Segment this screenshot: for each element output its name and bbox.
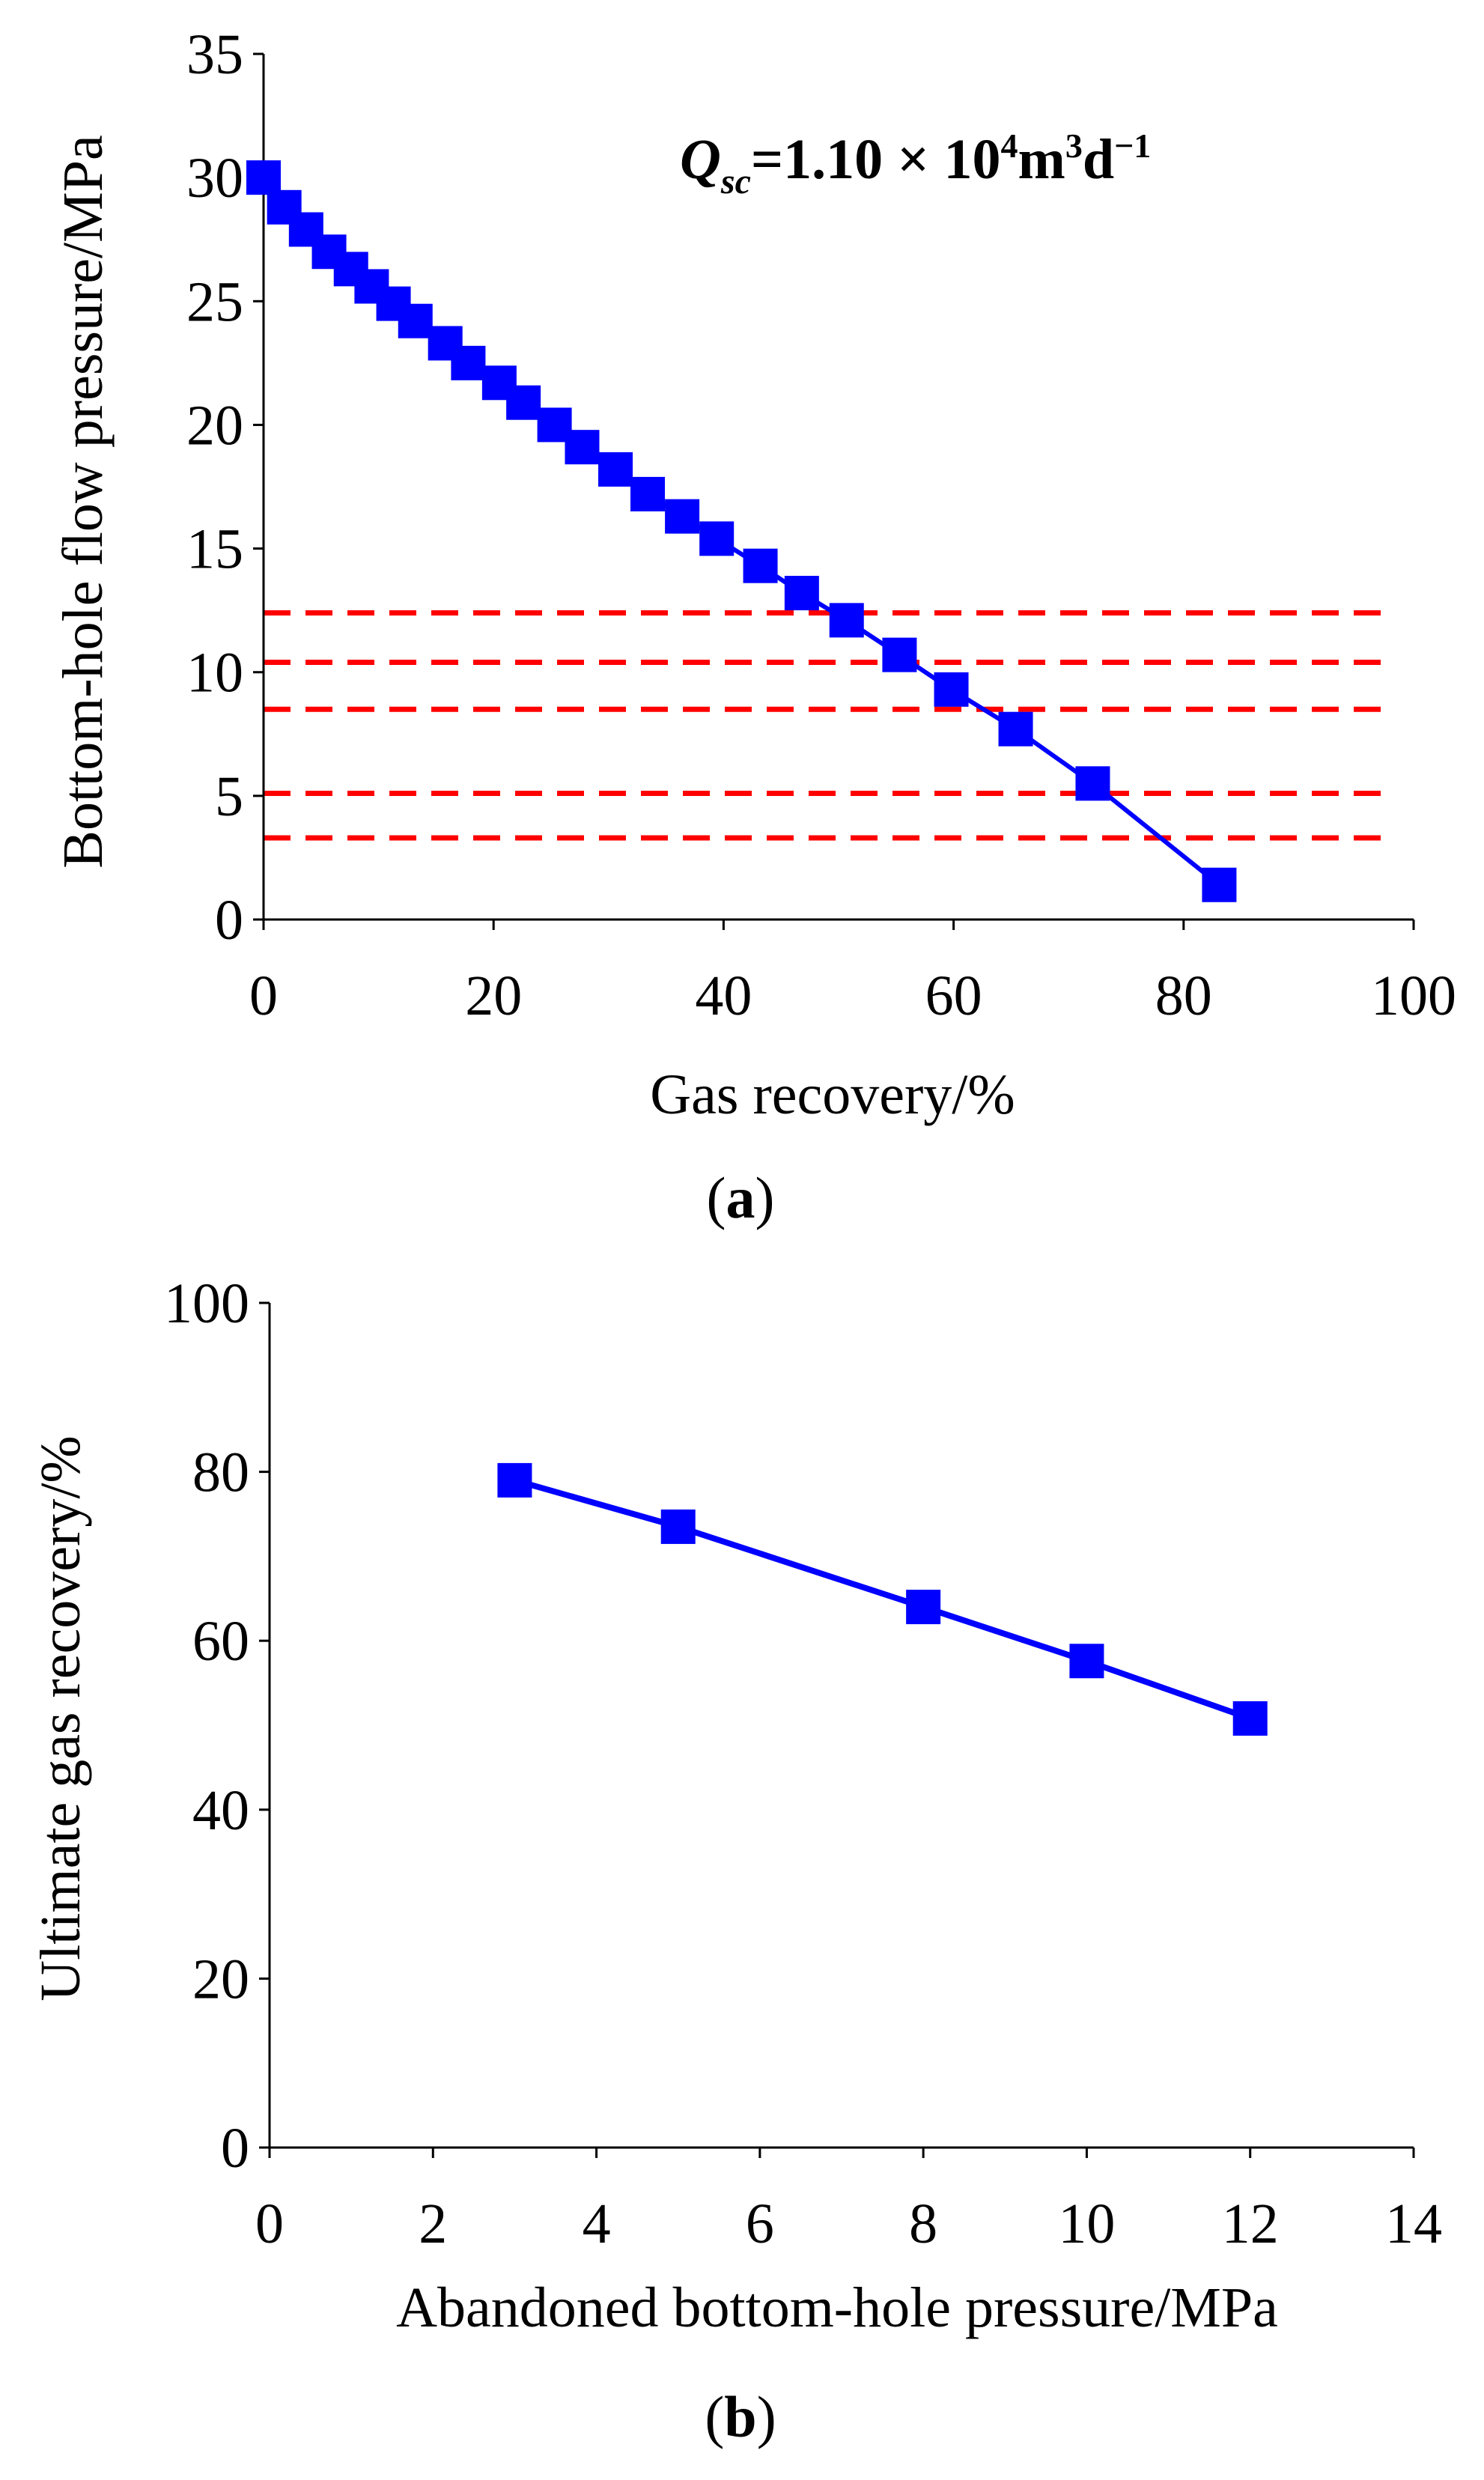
data-point-marker xyxy=(665,499,700,534)
axes xyxy=(259,1301,1415,2158)
y-tick-labels: 0 5 10 15 20 25 30 35 xyxy=(186,23,243,952)
x-tick-label: 100 xyxy=(1371,964,1456,1027)
data-point-marker xyxy=(906,1590,941,1625)
y-axis-label: Bottom-hole flow pressure/MPa xyxy=(52,135,115,868)
x-axis-label: Abandoned bottom-hole pressure/MPa xyxy=(396,2276,1278,2339)
data-point-marker xyxy=(660,1509,696,1544)
data-point-marker xyxy=(451,345,486,380)
x-tick-label: 6 xyxy=(746,2192,774,2255)
axes xyxy=(253,52,1415,930)
x-tick-label: 20 xyxy=(465,964,522,1027)
x-tick-label: 0 xyxy=(249,964,278,1027)
x-tick-labels: 0 20 40 60 80 100 xyxy=(249,964,1456,1027)
x-tick-label: 10 xyxy=(1058,2192,1115,2255)
x-tick-label: 14 xyxy=(1385,2192,1442,2255)
y-tick-label: 80 xyxy=(192,1441,249,1504)
data-series xyxy=(497,1462,1268,1736)
y-tick-label: 0 xyxy=(221,2117,249,2180)
x-tick-label: 0 xyxy=(255,2192,284,2255)
data-point-marker xyxy=(506,385,541,420)
panel-caption-a: (a) xyxy=(707,1165,775,1230)
data-point-marker xyxy=(699,521,735,556)
data-point-marker xyxy=(998,711,1033,747)
y-tick-label: 35 xyxy=(186,23,243,86)
data-point-marker xyxy=(1069,1644,1104,1679)
data-point-marker xyxy=(829,603,864,638)
data-point-marker xyxy=(934,672,969,707)
data-point-marker xyxy=(497,1462,532,1498)
data-point-marker xyxy=(1232,1701,1268,1736)
data-point-marker xyxy=(598,452,633,487)
y-tick-label: 0 xyxy=(215,889,243,952)
x-tick-labels: 0 2 4 6 8 10 12 14 xyxy=(255,2192,1442,2255)
y-tick-label: 20 xyxy=(192,1948,249,2011)
data-point-marker xyxy=(565,430,600,465)
x-axis-label: Gas recovery/% xyxy=(650,1063,1015,1126)
panel-caption-b: (b) xyxy=(705,2384,776,2449)
x-tick-label: 60 xyxy=(925,964,982,1027)
data-point-marker xyxy=(246,160,281,195)
x-tick-label: 2 xyxy=(419,2192,447,2255)
data-point-marker xyxy=(882,637,917,672)
x-tick-label: 80 xyxy=(1155,964,1212,1027)
y-tick-label: 20 xyxy=(186,394,243,457)
data-point-marker xyxy=(398,303,433,338)
data-point-marker xyxy=(630,476,666,511)
y-tick-label: 25 xyxy=(186,270,243,333)
x-tick-label: 8 xyxy=(909,2192,937,2255)
data-point-marker xyxy=(743,548,778,583)
x-tick-label: 4 xyxy=(583,2192,611,2255)
y-tick-label: 10 xyxy=(186,642,243,705)
x-tick-label: 40 xyxy=(695,964,752,1027)
y-axis-label: Ultimate gas recovery/% xyxy=(29,1435,92,2001)
y-tick-label: 15 xyxy=(186,518,243,581)
series-line xyxy=(514,1477,1252,1721)
chart-panel-a: 0 20 40 60 80 100 0 5 10 15 20 25 30 35 Gas recovery… xyxy=(52,23,1456,1230)
y-tick-label: 60 xyxy=(192,1610,249,1673)
chart-panel-b: 0 2 4 6 8 10 12 14 0 20 40 60 80 100 Abandoned botto… xyxy=(29,1272,1442,2449)
data-point-marker xyxy=(1202,867,1237,902)
data-point-marker xyxy=(784,576,819,611)
y-tick-label: 30 xyxy=(186,147,243,210)
y-tick-label: 5 xyxy=(215,765,243,828)
y-tick-label: 40 xyxy=(192,1779,249,1842)
flow-rate-annotation: Qsc=1.10 × 104m3d−1 xyxy=(680,127,1151,201)
y-tick-labels: 0 20 40 60 80 100 xyxy=(164,1272,249,2180)
reference-lines xyxy=(264,610,1387,841)
y-tick-label: 100 xyxy=(164,1272,249,1335)
data-point-marker xyxy=(1075,766,1110,801)
data-series xyxy=(246,160,1237,902)
x-tick-label: 12 xyxy=(1222,2192,1279,2255)
